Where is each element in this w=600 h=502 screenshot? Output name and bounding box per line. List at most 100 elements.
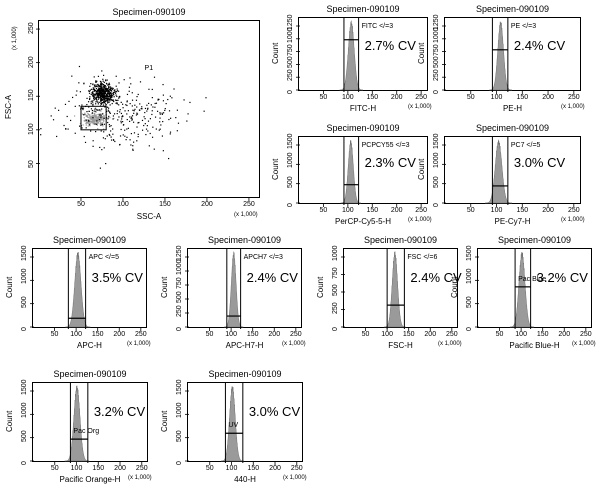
panel-0-event-dot xyxy=(104,100,106,103)
panel-0-event-dot xyxy=(107,117,109,119)
panel-0-event-dot xyxy=(85,121,87,124)
panel-2-xtick-label: 250 xyxy=(567,94,580,101)
panel-0-event-dot xyxy=(99,123,101,125)
panel-0-event-dot xyxy=(100,124,102,126)
panel-0-event-dot xyxy=(101,119,103,121)
panel-8-xtick-label: 50 xyxy=(495,331,504,338)
panel-0-event-dot xyxy=(63,124,65,127)
panel-0-event-dot xyxy=(91,113,93,115)
panel-4-gate-label: PC7 </=5 xyxy=(510,142,541,149)
panel-0-event-dot xyxy=(106,102,109,104)
panel-0-event-dot xyxy=(152,106,154,108)
panel-0-event-dot xyxy=(94,123,96,125)
panel-0-event-dot xyxy=(96,98,98,101)
panel-0-event-dot xyxy=(164,109,166,112)
panel-0-event-dot xyxy=(90,88,93,90)
panel-0-event-dot xyxy=(99,95,101,97)
panel-0-event-dot xyxy=(101,113,103,115)
panel-0-event-dot xyxy=(96,109,98,111)
panel-0-event-dot xyxy=(119,109,121,111)
panel-4-xtick-label: 150 xyxy=(516,207,529,214)
panel-0-ytick-label: 200 xyxy=(28,55,35,68)
panel-0-event-dot xyxy=(106,83,108,85)
panel-0-event-dot xyxy=(98,113,100,115)
panel-0-event-dot xyxy=(93,85,96,87)
panel-0-event-dot xyxy=(106,99,109,101)
panel-2-x-scale-note: (x 1,000) xyxy=(561,104,585,110)
panel-0-event-dot xyxy=(114,89,116,91)
panel-0-event-dot xyxy=(135,114,138,116)
panel-0-event-dot xyxy=(95,85,97,87)
panel-0-event-dot xyxy=(91,121,93,123)
panel-1-ytick-label: 250 xyxy=(287,69,294,82)
panel-0-event-dot xyxy=(133,132,136,134)
panel-0-event-dot xyxy=(131,105,133,107)
panel-0-event-dot xyxy=(108,93,110,95)
panel-4-xtick-label: 250 xyxy=(567,207,580,214)
panel-1-y-axis-label: Count xyxy=(271,42,280,64)
panel-5-ytick-label: 0 xyxy=(21,327,28,331)
panel-0-event-dot xyxy=(137,93,139,96)
panel-0-event-dot xyxy=(88,98,91,101)
panel-0-event-dot xyxy=(92,91,94,93)
panel-6-cv-label: 2.4% CV xyxy=(246,270,298,286)
panel-6-ytick-label: 250 xyxy=(176,305,183,317)
panel-0-event-dot xyxy=(84,112,86,114)
panel-0-event-dot xyxy=(146,110,148,112)
panel-0-event-dot xyxy=(89,120,91,122)
panel-6-xtick-label: 50 xyxy=(205,331,214,338)
panel-4-title: Specimen-090109 xyxy=(475,123,550,133)
panel-0-event-dot xyxy=(95,91,98,93)
panel-0-event-dot xyxy=(110,93,112,95)
panel-0-event-dot xyxy=(175,117,177,119)
panel-0-event-dot xyxy=(154,106,156,108)
panel-7-x-axis-label: FSC-H xyxy=(388,341,413,350)
panel-8-xtick-label: 100 xyxy=(515,331,527,338)
panel-8-ytick-label: 500 xyxy=(466,295,473,308)
panel-7-xtick-label: 150 xyxy=(402,331,415,338)
panel-0-event-dot xyxy=(94,122,96,125)
panel-0-event-dot xyxy=(102,93,104,95)
panel-0-event-dot xyxy=(65,128,67,130)
panel-0-svg xyxy=(36,28,250,201)
panel-0-event-dot xyxy=(103,99,106,101)
panel-0-event-dot xyxy=(108,83,110,85)
panel-0-event-dot xyxy=(107,89,109,91)
panel-0-event-dot xyxy=(108,98,110,101)
panel-7-plot-area xyxy=(341,248,458,331)
panel-0-event-dot xyxy=(92,103,94,105)
panel-0-event-dot xyxy=(133,112,135,114)
panel-0-event-dot xyxy=(112,118,114,120)
panel-0-event-dot xyxy=(93,94,95,97)
panel-0-event-dot xyxy=(103,120,105,122)
panel-0-event-dot xyxy=(91,116,93,118)
panel-0-event-dot xyxy=(101,149,103,151)
panel-0-event-dot xyxy=(101,116,103,119)
panel-0-event-dot xyxy=(104,95,106,97)
panel-0-event-dot xyxy=(119,111,121,113)
panel-0-event-dot xyxy=(106,88,108,90)
panel-0-event-dot xyxy=(90,122,92,124)
panel-0-event-dot xyxy=(105,82,108,85)
panel-0-event-dot xyxy=(96,124,98,126)
panel-0-title: Specimen-090109 xyxy=(112,7,186,17)
panel-0-event-dot xyxy=(86,120,88,122)
panel-0-event-dot xyxy=(151,97,153,99)
panel-0-event-dot xyxy=(136,106,138,108)
panel-0-event-dot xyxy=(93,97,95,99)
panel-0-event-dot xyxy=(159,113,161,115)
panel-0-event-dot xyxy=(98,92,100,95)
panel-3-ytick-label: 1000 xyxy=(287,152,294,169)
panel-5-y-axis-label: Count xyxy=(5,276,14,298)
panel-0-event-dot xyxy=(86,97,88,99)
panel-0-event-dot xyxy=(87,119,90,121)
panel-0-event-dot xyxy=(151,136,154,138)
panel-9-cv-label: 3.2% CV xyxy=(93,404,146,420)
panel-0-event-dot xyxy=(100,99,102,101)
panel-0-event-dot xyxy=(88,90,90,92)
panel-0-event-dot xyxy=(112,139,115,141)
panel-0-event-dot xyxy=(103,115,105,117)
panel-6-ytick-label: 1250 xyxy=(176,245,183,261)
panel-0-event-dot xyxy=(99,109,101,111)
panel-0-event-dot xyxy=(96,121,99,123)
